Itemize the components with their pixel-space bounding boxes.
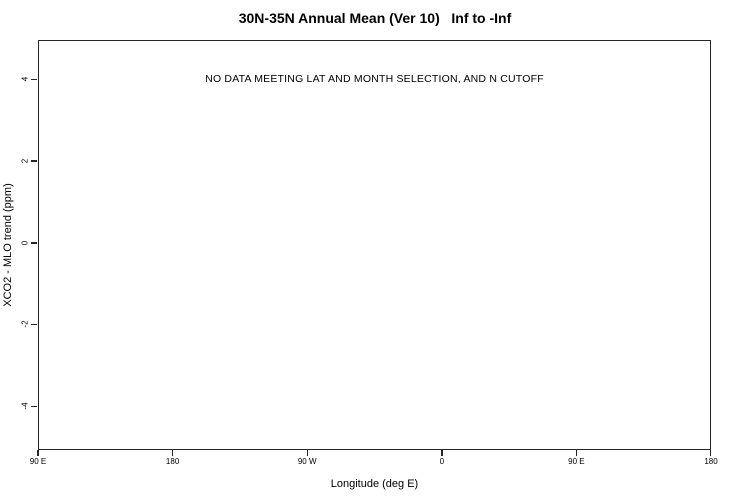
y-tick-label: 2 xyxy=(20,158,30,164)
x-tick-mark xyxy=(171,450,174,456)
y-tick-mark xyxy=(31,323,37,326)
no-data-annotation: NO DATA MEETING LAT AND MONTH SELECTION,… xyxy=(205,73,544,85)
x-tick-label: 180 xyxy=(704,457,718,466)
x-tick-label: 0 xyxy=(439,457,445,466)
plot-area xyxy=(38,40,711,450)
y-tick-mark xyxy=(31,160,37,162)
y-tick-label: 0 xyxy=(20,240,30,245)
x-tick-mark xyxy=(575,450,578,456)
x-tick-label: 90 E xyxy=(29,457,47,466)
y-tick-label: 4 xyxy=(20,77,30,82)
x-tick-label: 180 xyxy=(165,457,180,466)
y-tick-mark xyxy=(31,242,37,244)
x-tick-mark xyxy=(441,450,443,456)
y-axis-title: XCO2 - MLO trend (ppm) xyxy=(2,183,14,307)
y-tick-label: -2 xyxy=(20,320,30,328)
y-tick-mark xyxy=(31,405,37,407)
x-axis-title: Longitude (deg E) xyxy=(330,478,419,490)
y-tick-mark xyxy=(31,78,37,80)
plot-title: 30N-35N Annual Mean (Ver 10) Inf to -Inf xyxy=(238,10,512,26)
x-tick-mark xyxy=(709,450,711,456)
x-tick-label: 90 W xyxy=(297,457,317,466)
y-tick-label: -4 xyxy=(20,402,30,410)
x-tick-mark xyxy=(37,450,39,456)
x-tick-mark xyxy=(306,450,308,456)
x-tick-label: 90 E xyxy=(568,457,585,466)
